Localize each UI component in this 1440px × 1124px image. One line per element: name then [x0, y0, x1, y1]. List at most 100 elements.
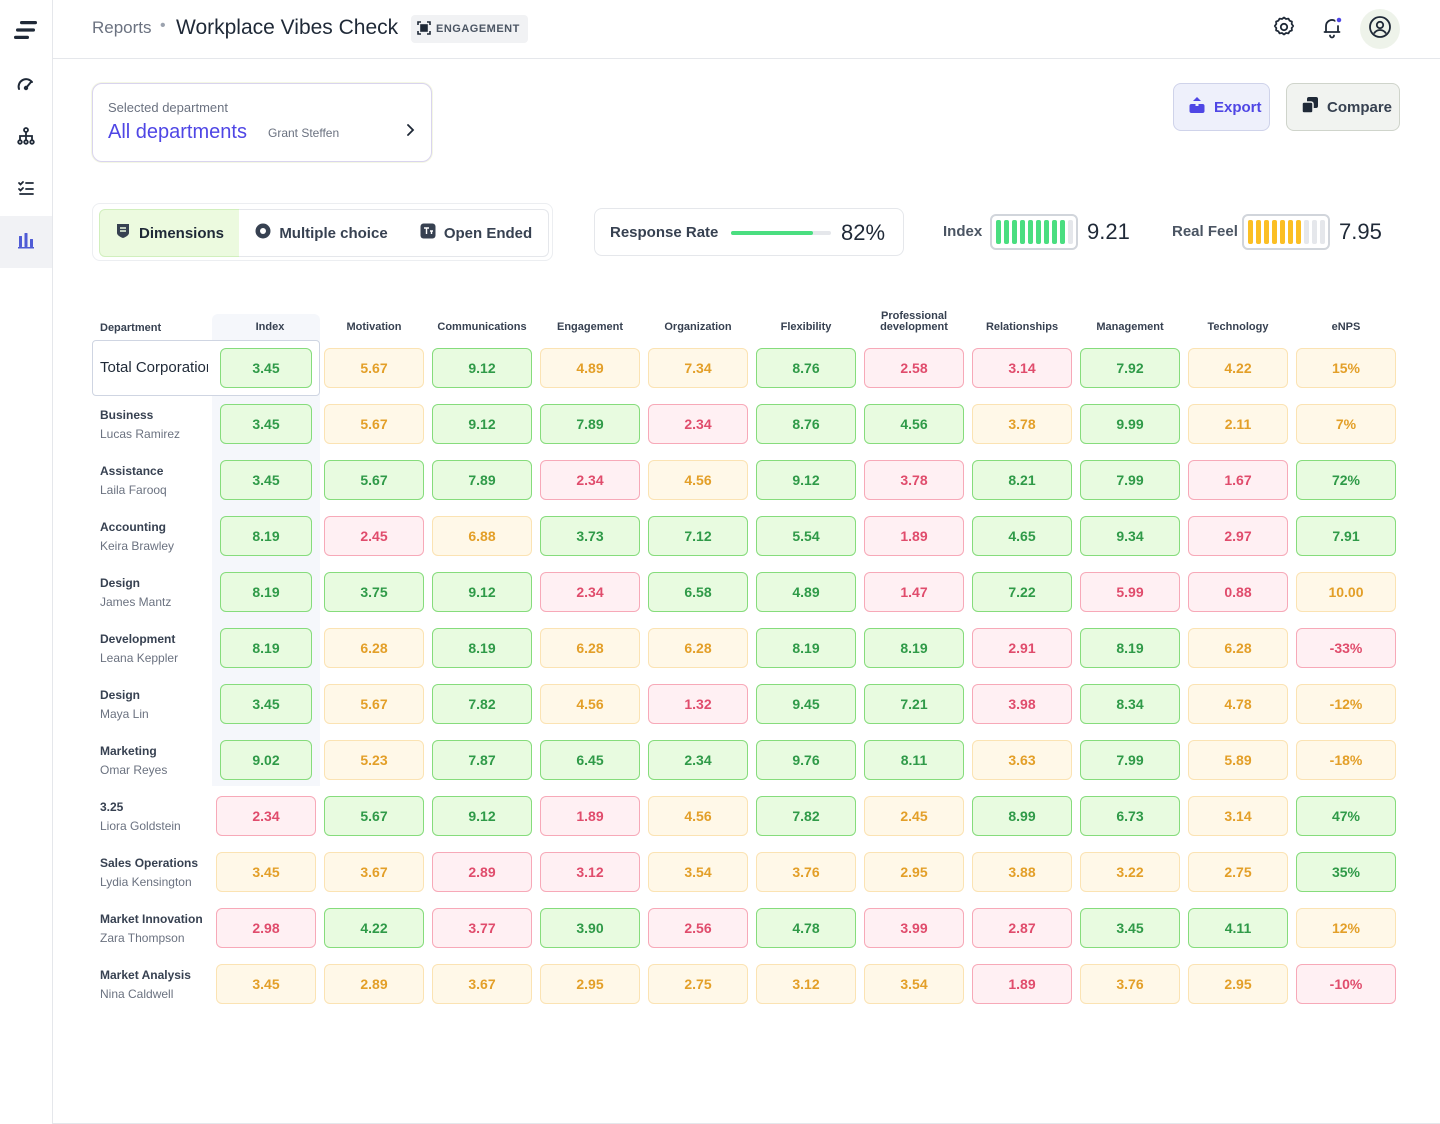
table-cell[interactable]: 5.99	[1080, 572, 1180, 612]
table-cell[interactable]: 7.21	[864, 684, 964, 724]
table-cell[interactable]: 8.19	[756, 628, 856, 668]
table-cell[interactable]: 3.45	[216, 964, 316, 1004]
table-cell[interactable]: 3.63	[972, 740, 1072, 780]
table-cell[interactable]: 8.19	[432, 628, 532, 668]
table-cell[interactable]: 4.22	[1188, 348, 1288, 388]
table-cell[interactable]: 6.28	[648, 628, 748, 668]
table-cell[interactable]: 1.67	[1188, 460, 1288, 500]
table-cell[interactable]: 3.77	[432, 908, 532, 948]
table-cell[interactable]: 7.92	[1080, 348, 1180, 388]
table-cell[interactable]: 6.28	[324, 628, 424, 668]
row-department-name[interactable]: Accounting	[100, 520, 166, 534]
table-cell[interactable]: 5.54	[756, 516, 856, 556]
table-cell[interactable]: 1.89	[540, 796, 640, 836]
table-cell[interactable]: 72%	[1296, 460, 1396, 500]
table-cell[interactable]: 2.11	[1188, 404, 1288, 444]
table-cell[interactable]: 3.54	[864, 964, 964, 1004]
table-cell[interactable]: 4.78	[756, 908, 856, 948]
row-department-name[interactable]: Design	[100, 576, 141, 590]
table-cell[interactable]: 4.11	[1188, 908, 1288, 948]
table-cell[interactable]: 2.89	[324, 964, 424, 1004]
table-cell[interactable]: 7.12	[648, 516, 748, 556]
table-cell[interactable]: 7.82	[756, 796, 856, 836]
table-cell[interactable]: 1.32	[648, 684, 748, 724]
table-cell[interactable]: 3.99	[864, 908, 964, 948]
table-cell[interactable]: 9.99	[1080, 404, 1180, 444]
table-cell[interactable]: 9.12	[432, 796, 532, 836]
table-cell[interactable]: 7.89	[540, 404, 640, 444]
sidebar-item-organization[interactable]	[0, 112, 52, 164]
sidebar-item-dashboard[interactable]	[0, 60, 52, 112]
table-cell[interactable]: 3.22	[1080, 852, 1180, 892]
table-cell[interactable]: 4.78	[1188, 684, 1288, 724]
table-cell[interactable]: 3.45	[220, 348, 312, 388]
table-cell[interactable]: 3.45	[1080, 908, 1180, 948]
table-cell[interactable]: 9.12	[432, 404, 532, 444]
tab-open-ended[interactable]: Open Ended	[404, 209, 549, 257]
table-cell[interactable]: 3.12	[540, 852, 640, 892]
table-cell[interactable]: 5.89	[1188, 740, 1288, 780]
table-cell[interactable]: 2.91	[972, 628, 1072, 668]
table-cell[interactable]: 3.12	[756, 964, 856, 1004]
table-cell[interactable]: 2.34	[540, 460, 640, 500]
table-cell[interactable]: 7.91	[1296, 516, 1396, 556]
table-cell[interactable]: 8.11	[864, 740, 964, 780]
table-cell[interactable]: 3.75	[324, 572, 424, 612]
table-cell[interactable]: 3.45	[220, 404, 312, 444]
table-cell[interactable]: 2.75	[1188, 852, 1288, 892]
table-cell[interactable]: -10%	[1296, 964, 1396, 1004]
table-cell[interactable]: 4.89	[540, 348, 640, 388]
table-cell[interactable]: 5.67	[324, 796, 424, 836]
table-cell[interactable]: 6.28	[1188, 628, 1288, 668]
table-cell[interactable]: 9.12	[432, 572, 532, 612]
table-cell[interactable]: 3.98	[972, 684, 1072, 724]
table-cell[interactable]: 3.14	[1188, 796, 1288, 836]
table-cell[interactable]: 4.56	[648, 796, 748, 836]
table-cell[interactable]: 2.75	[648, 964, 748, 1004]
table-cell[interactable]: 3.76	[1080, 964, 1180, 1004]
table-cell[interactable]: 8.19	[220, 628, 312, 668]
app-logo-icon[interactable]	[0, 8, 52, 52]
table-cell[interactable]: 6.45	[540, 740, 640, 780]
table-cell[interactable]: 3.67	[324, 852, 424, 892]
table-cell[interactable]: 9.34	[1080, 516, 1180, 556]
table-cell[interactable]: 7.34	[648, 348, 748, 388]
table-cell[interactable]: 7.87	[432, 740, 532, 780]
table-cell[interactable]: 4.65	[972, 516, 1072, 556]
table-cell[interactable]: 3.45	[220, 460, 312, 500]
row-department-name[interactable]: Market Innovation	[100, 912, 203, 926]
table-cell[interactable]: -12%	[1296, 684, 1396, 724]
table-cell[interactable]: 2.95	[864, 852, 964, 892]
table-cell[interactable]: 3.14	[972, 348, 1072, 388]
table-cell[interactable]: 8.21	[972, 460, 1072, 500]
table-cell[interactable]: 3.73	[540, 516, 640, 556]
row-department-name[interactable]: Business	[100, 408, 154, 422]
table-cell[interactable]: 4.89	[756, 572, 856, 612]
settings-button[interactable]	[1264, 9, 1304, 49]
table-cell[interactable]: 10.00	[1296, 572, 1396, 612]
table-cell[interactable]: 2.97	[1188, 516, 1288, 556]
table-cell[interactable]: 1.89	[972, 964, 1072, 1004]
table-cell[interactable]: -33%	[1296, 628, 1396, 668]
export-button[interactable]: Export	[1173, 83, 1270, 131]
table-cell[interactable]: 5.23	[324, 740, 424, 780]
table-cell[interactable]: 7%	[1296, 404, 1396, 444]
table-cell[interactable]: 6.88	[432, 516, 532, 556]
sidebar-item-reports[interactable]	[0, 216, 52, 268]
table-cell[interactable]: 2.95	[540, 964, 640, 1004]
table-cell[interactable]: 4.22	[324, 908, 424, 948]
table-cell[interactable]: 9.12	[756, 460, 856, 500]
table-cell[interactable]: 8.19	[1080, 628, 1180, 668]
table-cell[interactable]: 9.02	[220, 740, 312, 780]
tab-dimensions[interactable]: Dimensions	[99, 209, 240, 257]
table-cell[interactable]: 0.88	[1188, 572, 1288, 612]
table-cell[interactable]: 9.12	[432, 348, 532, 388]
compare-button[interactable]: Compare	[1286, 83, 1400, 131]
table-cell[interactable]: 2.98	[216, 908, 316, 948]
table-cell[interactable]: 5.67	[324, 684, 424, 724]
table-cell[interactable]: 2.34	[648, 740, 748, 780]
table-cell[interactable]: 2.89	[432, 852, 532, 892]
breadcrumb[interactable]: Reports	[92, 18, 152, 37]
row-department-name[interactable]: Marketing	[100, 744, 157, 758]
table-cell[interactable]: 7.99	[1080, 460, 1180, 500]
